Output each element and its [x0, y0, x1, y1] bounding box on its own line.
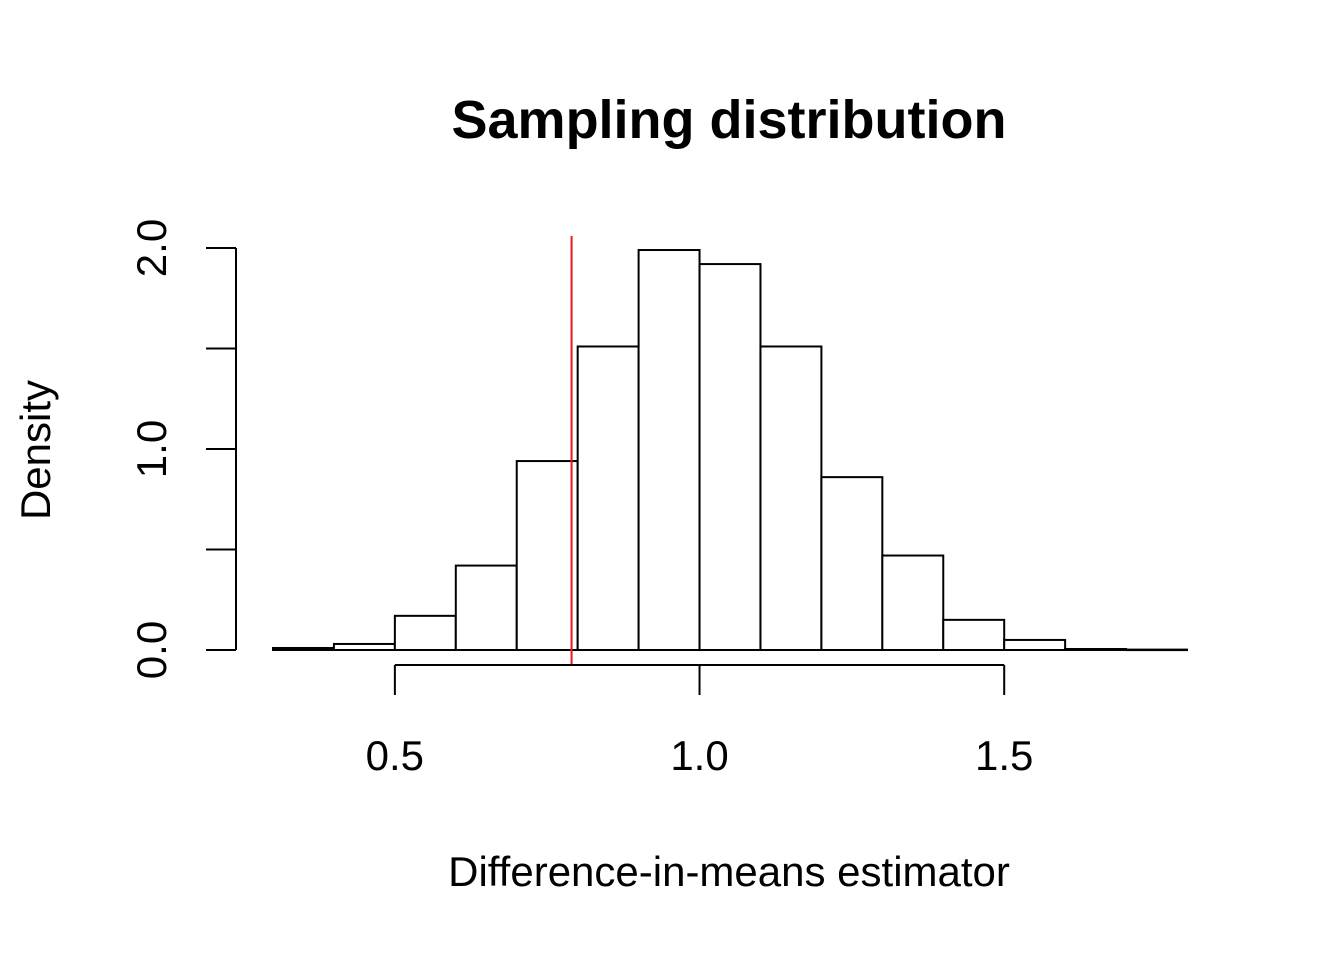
histogram-bar-9	[759, 345, 823, 651]
y-axis: 0.0 1.0 2.0	[128, 219, 237, 679]
histogram-bar-2	[332, 642, 396, 651]
histogram-bar-5	[515, 460, 579, 651]
histogram-bar-4	[454, 564, 518, 652]
histogram-bar-6	[576, 345, 640, 651]
x-axis-label: Difference-in-means estimator	[448, 848, 1010, 895]
x-tick-label-3: 1.5	[975, 732, 1033, 779]
y-tick-label-1: 0.0	[128, 621, 175, 679]
histogram-bars	[272, 249, 1188, 652]
histogram-bar-8	[698, 263, 762, 651]
histogram-bar-11	[881, 554, 945, 652]
histogram-bar-7	[637, 249, 701, 651]
histogram-bar-13	[1003, 638, 1067, 652]
histogram-bar-12	[942, 618, 1006, 651]
histogram-bar-3	[393, 614, 457, 652]
y-tick-label-3: 1.0	[128, 420, 175, 478]
x-tick-label-2: 1.0	[670, 732, 728, 779]
histogram-bar-10	[820, 476, 884, 652]
y-axis-label: Density	[12, 380, 59, 520]
histogram-bar-1	[272, 646, 335, 651]
y-tick-label-5: 2.0	[128, 219, 175, 277]
histogram-bar-15	[1125, 648, 1188, 652]
x-tick-label-1: 0.5	[366, 732, 424, 779]
x-axis: 0.5 1.0 1.5	[366, 664, 1033, 779]
histogram-bar-14	[1064, 647, 1128, 651]
chart-title: Sampling distribution	[452, 90, 1007, 150]
